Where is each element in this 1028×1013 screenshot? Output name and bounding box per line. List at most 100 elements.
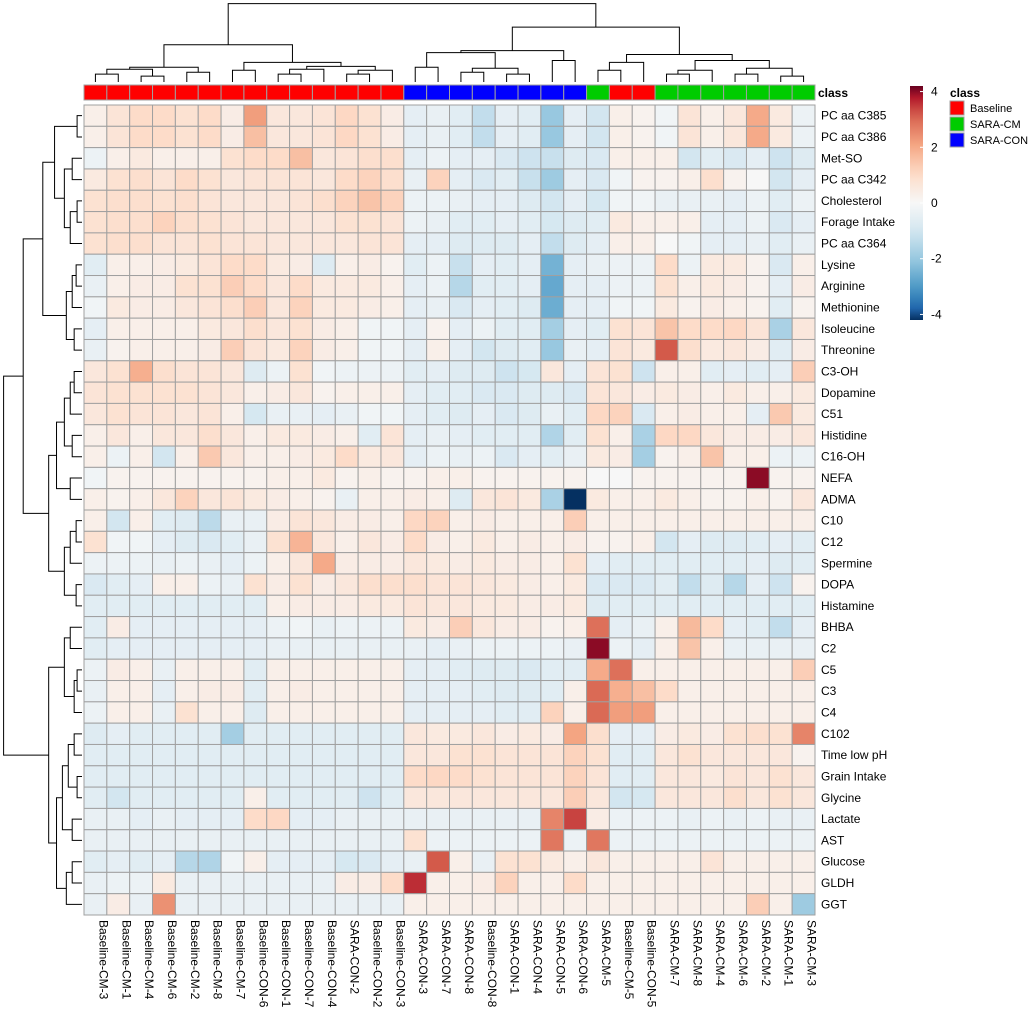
heatmap-cell bbox=[768, 381, 793, 404]
heatmap-cell bbox=[677, 509, 702, 532]
heatmap-cell bbox=[243, 211, 268, 234]
row-dendrogram-branch bbox=[65, 291, 75, 340]
heatmap-cell bbox=[700, 765, 725, 788]
heatmap-cell bbox=[311, 232, 336, 255]
heatmap-cell bbox=[586, 147, 610, 170]
heatmap-cell bbox=[677, 807, 702, 831]
heatmap-cell bbox=[403, 637, 428, 660]
heatmap-cell bbox=[106, 253, 131, 277]
heatmap-cell bbox=[677, 871, 702, 895]
heatmap-cell bbox=[266, 807, 291, 831]
heatmap-cell bbox=[403, 722, 428, 745]
heatmap-cell bbox=[243, 125, 268, 149]
heatmap-cell bbox=[723, 211, 747, 234]
heatmap-cell bbox=[677, 381, 702, 404]
color-scale-tick-label: 2 bbox=[931, 140, 938, 154]
heatmap-cell bbox=[700, 829, 725, 852]
heatmap-cell bbox=[449, 893, 473, 916]
heatmap-cell bbox=[289, 552, 313, 575]
heatmap-cell bbox=[471, 893, 496, 916]
heatmap-cell bbox=[654, 807, 679, 831]
heatmap-cell bbox=[83, 317, 108, 340]
heatmap-cell bbox=[289, 680, 313, 703]
heatmap-cell bbox=[631, 807, 656, 831]
heatmap-cell bbox=[540, 850, 565, 873]
heatmap-cell bbox=[677, 445, 702, 468]
heatmap-cell bbox=[83, 871, 108, 895]
heatmap-cell bbox=[449, 445, 473, 468]
heatmap-cell bbox=[586, 722, 610, 745]
column-label: SARA-CON-4 bbox=[530, 920, 544, 994]
heatmap-cell bbox=[289, 616, 313, 639]
heatmap-cell bbox=[220, 381, 245, 404]
heatmap-cell bbox=[723, 296, 747, 319]
heatmap-cell bbox=[266, 850, 291, 873]
heatmap-cell bbox=[380, 807, 405, 831]
heatmap-cell bbox=[631, 211, 656, 234]
row-label: PC aa C364 bbox=[821, 237, 887, 251]
heatmap-cell bbox=[586, 338, 610, 362]
heatmap-cell bbox=[83, 658, 108, 682]
heatmap-cell bbox=[654, 701, 679, 724]
heatmap-cell bbox=[700, 594, 725, 618]
row-dendrogram-branch bbox=[63, 168, 73, 229]
heatmap-cell bbox=[220, 125, 245, 149]
heatmap-cell bbox=[83, 147, 108, 170]
heatmap-cell bbox=[745, 232, 770, 255]
row-label: AST bbox=[821, 833, 845, 847]
heatmap-cell bbox=[243, 530, 268, 554]
heatmap-cell bbox=[494, 317, 519, 340]
heatmap-cell bbox=[654, 317, 679, 340]
heatmap-cell bbox=[677, 701, 702, 724]
heatmap-cell bbox=[106, 893, 131, 916]
heatmap-cell bbox=[129, 680, 154, 703]
heatmap-cell bbox=[449, 573, 473, 596]
heatmap-cell bbox=[220, 189, 245, 213]
heatmap-cell bbox=[494, 232, 519, 255]
row-label: Glycine bbox=[821, 791, 861, 805]
heatmap-cell bbox=[266, 893, 291, 916]
heatmap-cell bbox=[243, 807, 268, 831]
heatmap-cell bbox=[289, 381, 313, 404]
heatmap-cell bbox=[791, 296, 816, 319]
heatmap-cell bbox=[494, 893, 519, 916]
heatmap-cell bbox=[471, 296, 496, 319]
heatmap-cell bbox=[197, 552, 222, 575]
heatmap-cell bbox=[745, 296, 770, 319]
heatmap-cell bbox=[311, 530, 336, 554]
heatmap-cell bbox=[471, 381, 496, 404]
heatmap-cell bbox=[517, 402, 542, 426]
heatmap-cell bbox=[106, 424, 131, 447]
column-label: Baseline-CON-7 bbox=[302, 920, 316, 1008]
heatmap-cell bbox=[403, 893, 428, 916]
heatmap-cell bbox=[586, 807, 610, 831]
heatmap-cell bbox=[517, 253, 542, 277]
heatmap-cell bbox=[106, 509, 131, 532]
heatmap-cell bbox=[357, 317, 382, 340]
heatmap-cell bbox=[220, 573, 245, 596]
column-label: SARA-CM-4 bbox=[713, 920, 727, 986]
heatmap-cell bbox=[243, 424, 268, 447]
heatmap-cell bbox=[220, 317, 245, 340]
heatmap-cell bbox=[471, 530, 496, 554]
heatmap-cell bbox=[745, 850, 770, 873]
heatmap-cell bbox=[426, 104, 451, 127]
heatmap-cell bbox=[380, 445, 405, 468]
heatmap-cell bbox=[152, 765, 176, 788]
heatmap-cell bbox=[517, 189, 542, 213]
heatmap-cell bbox=[152, 189, 176, 213]
row-dendrogram-branch bbox=[71, 818, 82, 841]
heatmap-cell bbox=[220, 466, 245, 490]
heatmap-cell bbox=[494, 829, 519, 852]
heatmap-cell bbox=[152, 147, 176, 170]
heatmap-cell bbox=[494, 573, 519, 596]
heatmap-cell bbox=[197, 530, 222, 554]
heatmap-cell bbox=[334, 381, 359, 404]
heatmap-cell bbox=[494, 765, 519, 788]
heatmap-cell bbox=[723, 147, 747, 170]
heatmap-cell bbox=[403, 488, 428, 511]
heatmap-cell bbox=[608, 488, 633, 511]
heatmap-cell bbox=[768, 637, 793, 660]
heatmap-cell bbox=[311, 488, 336, 511]
class-annotation-cell bbox=[677, 84, 702, 101]
